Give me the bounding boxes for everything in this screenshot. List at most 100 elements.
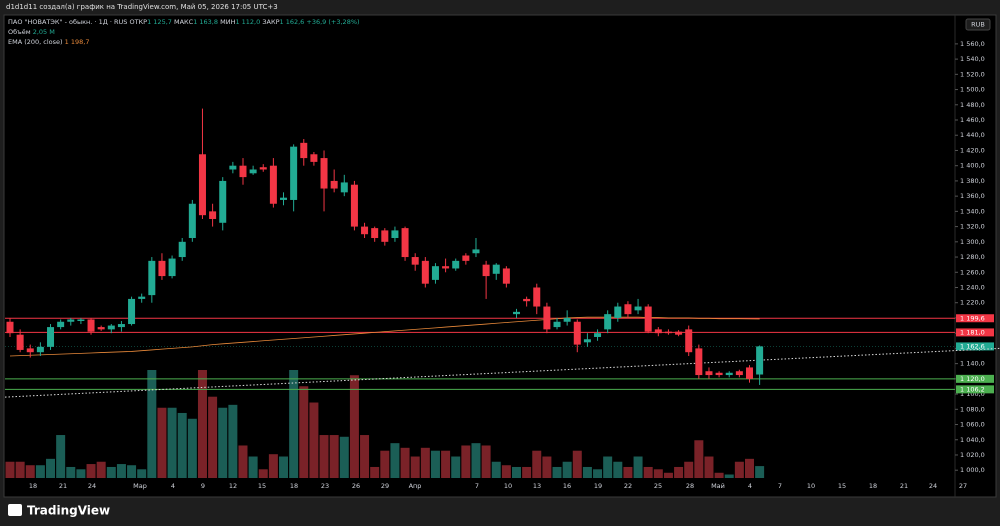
currency-button[interactable]: [965, 18, 991, 31]
volume-bar: [471, 443, 481, 478]
candle-body: [320, 158, 328, 189]
currency[interactable]: RUB: [971, 21, 985, 29]
candle-body: [178, 241, 186, 258]
volume-bar: [5, 461, 15, 478]
candle-body: [654, 329, 662, 334]
candle-body: [67, 319, 75, 322]
y-tick-label: 1 300,0: [960, 238, 985, 246]
candle-body: [634, 306, 642, 311]
y-tick-label: 1 240,0: [960, 283, 985, 291]
volume-bar: [238, 445, 248, 478]
x-tick-label: 27: [959, 482, 967, 490]
y-tick-label: 1 060,0: [960, 421, 985, 429]
low-label: МИН: [220, 18, 235, 26]
price-label: 1 120,0: [960, 375, 985, 383]
volume-bar: [370, 466, 380, 478]
volume-bar: [501, 465, 511, 478]
y-tick-label: 1 260,0: [960, 268, 985, 276]
x-tick-label: 16: [563, 482, 571, 490]
y-tick-label: 1 100,0: [960, 390, 985, 398]
candle-body: [107, 325, 115, 330]
candle-body: [330, 180, 338, 189]
candle-body: [725, 372, 733, 376]
volume-bar: [613, 461, 623, 478]
candle-body: [543, 306, 551, 330]
volume-label: Объём: [8, 28, 31, 36]
candle-body: [462, 255, 470, 261]
volume-bar: [451, 456, 461, 478]
x-tick-label: 28: [686, 482, 694, 490]
x-tick-label: 4: [171, 482, 175, 490]
y-tick-label: 1 320,0: [960, 223, 985, 231]
volume-bar: [653, 469, 663, 478]
close: 1 162,6: [280, 18, 305, 26]
y-tick-label: 1 280,0: [960, 253, 985, 261]
volume-bar: [116, 464, 126, 478]
high-label: МАКС: [174, 18, 194, 26]
candle-body: [249, 169, 257, 174]
x-tick-label: 24: [929, 482, 937, 490]
candle-body: [381, 230, 389, 242]
candle-body: [168, 258, 176, 277]
candle-body: [756, 346, 764, 375]
candle-body: [219, 180, 227, 223]
volume-bar: [289, 370, 299, 478]
low: 1 112,0: [235, 18, 260, 26]
candle-body: [513, 311, 520, 315]
candle-body: [300, 142, 308, 159]
volume-bar: [56, 435, 66, 478]
candle-body: [624, 304, 632, 315]
candle-body: [735, 371, 743, 376]
volume-bar: [420, 447, 430, 478]
volume-bar: [187, 418, 197, 478]
volume-bar: [258, 469, 268, 478]
candle-body: [533, 287, 541, 307]
x-tick-label: 15: [258, 482, 266, 490]
volume-bar: [228, 404, 238, 478]
high: 1 163,8: [193, 18, 218, 26]
volume-bar: [35, 465, 45, 478]
volume-bar: [380, 450, 390, 478]
volume-bar: [481, 445, 491, 478]
volume-bar: [532, 450, 542, 478]
candle-body: [77, 319, 85, 321]
volume-bar: [643, 466, 653, 478]
y-tick-label: 1 020,0: [960, 451, 985, 459]
ema-legend: EMA (200, close) 1 198,7: [8, 38, 89, 46]
volume-bar: [309, 402, 319, 478]
candle-body: [36, 346, 44, 353]
volume-bar: [603, 456, 613, 478]
volume-bar: [410, 456, 420, 478]
volume-bar: [744, 458, 754, 478]
x-tick-label: 26: [352, 482, 360, 490]
trendline: [4, 347, 1000, 398]
candle-body: [401, 228, 409, 258]
y-tick-label: 1 480,0: [960, 101, 985, 109]
x-tick-label: 13: [533, 482, 541, 490]
x-tick-label: 10: [504, 482, 512, 490]
volume-bar: [684, 461, 694, 478]
price-label-bg: [956, 328, 994, 337]
volume-bar: [441, 450, 451, 478]
candle-body: [644, 306, 652, 332]
x-tick-label: 15: [838, 482, 846, 490]
price-label-bg: [956, 342, 994, 351]
x-tick-label: Апр: [409, 482, 422, 490]
candle-body: [47, 327, 55, 347]
candle-body: [290, 146, 298, 200]
candle-body: [523, 298, 531, 302]
candle-body: [229, 165, 237, 170]
candle-body: [87, 319, 95, 332]
y-tick-label: 1 080,0: [960, 405, 985, 413]
volume-bar: [360, 435, 370, 478]
volume-value: 2,05 M: [33, 28, 55, 36]
y-tick-label: 1 400,0: [960, 162, 985, 170]
volume-bar: [755, 466, 765, 478]
candle-body: [452, 260, 460, 269]
volume-bar: [674, 466, 684, 478]
volume-bar: [572, 450, 582, 478]
candle-body: [583, 339, 591, 343]
candle-body: [442, 266, 450, 269]
y-tick-label: 1 560,0: [960, 40, 985, 48]
